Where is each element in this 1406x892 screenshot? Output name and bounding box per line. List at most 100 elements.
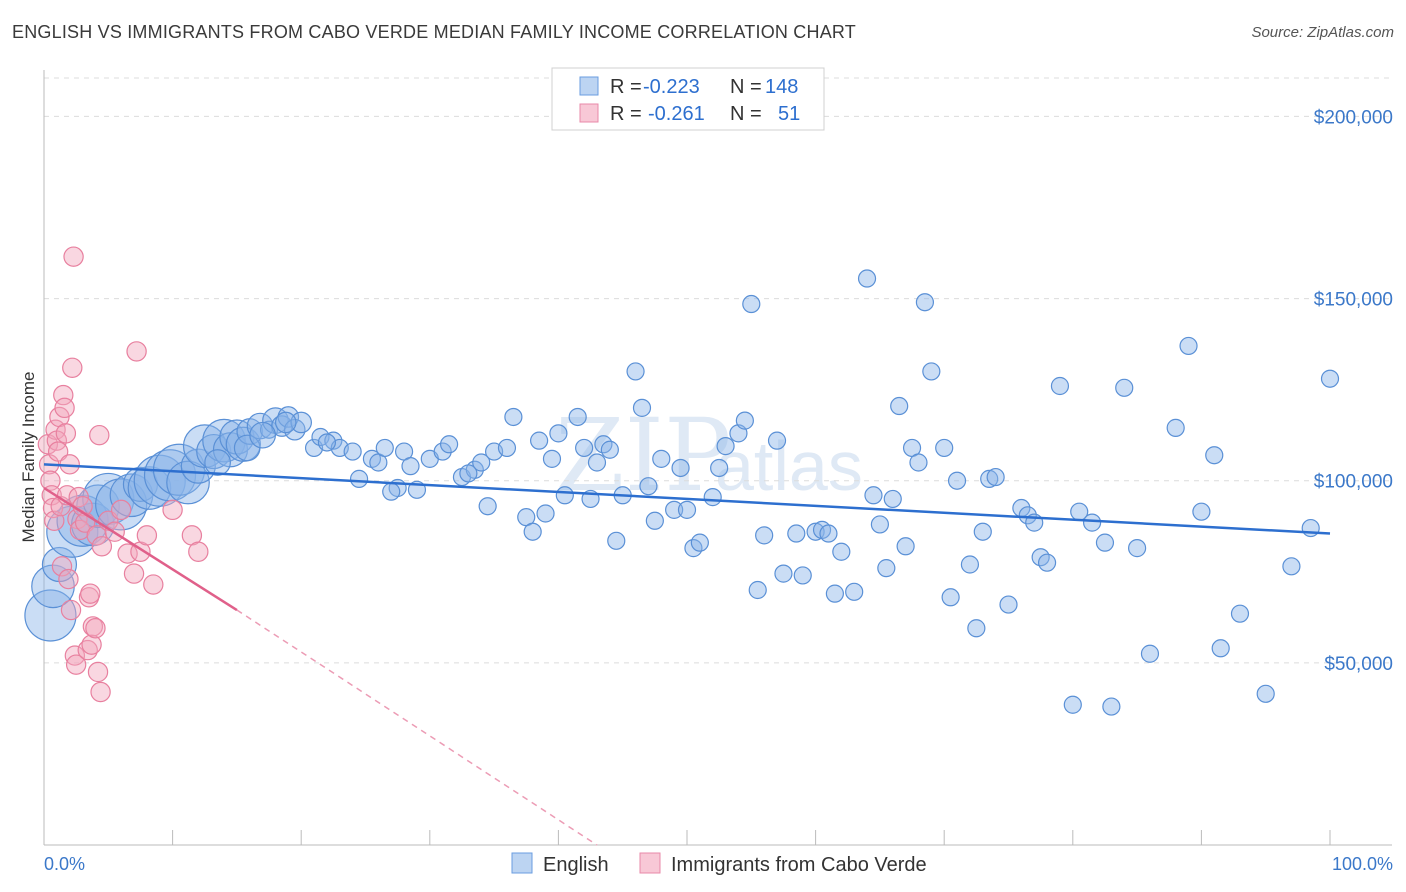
english-point-131	[1179, 336, 1198, 356]
trend-line-english	[43, 463, 1331, 535]
english-point-142	[249, 421, 276, 449]
english-point-135	[1230, 604, 1250, 623]
legend-swatch-cabo-verde	[579, 103, 599, 123]
english-point-84	[748, 580, 767, 600]
legend-r-label-english: R =	[610, 76, 642, 98]
english-point-108	[941, 588, 960, 607]
english-point-96	[857, 269, 877, 288]
english-point-57	[536, 504, 555, 523]
bottom-legend-swatch-cabo-verde	[639, 852, 661, 874]
english-point-137	[1282, 557, 1301, 576]
english-point-39	[375, 438, 394, 458]
cabo-verde-point-44	[126, 341, 147, 362]
english-point-94	[832, 542, 851, 561]
cabo-verde-point-37	[90, 681, 111, 703]
english-point-127	[1115, 378, 1134, 397]
x-ticks	[43, 830, 1331, 845]
cabo-verde-point-41	[110, 499, 132, 521]
english-point-85	[755, 526, 774, 545]
english-point-138	[1320, 369, 1340, 388]
english-point-146	[459, 464, 478, 483]
english-point-71	[645, 511, 664, 530]
english-point-36	[349, 469, 369, 488]
english-point-144	[317, 433, 337, 452]
english-point-97	[864, 486, 883, 505]
cabo-verde-point-2	[40, 470, 61, 491]
english-point-105	[915, 293, 935, 312]
legend-r-label-cabo-verde: R =	[610, 103, 642, 125]
legend-top: R = -0.223 N = 148 R = -0.261 N = 51	[551, 67, 825, 131]
english-point-60	[555, 486, 574, 505]
chart-source: Source: ZipAtlas.com	[1251, 24, 1394, 41]
trend-line-cabo-verde-extrapolated	[236, 609, 598, 846]
english-point-121	[1050, 376, 1070, 396]
english-point-62	[575, 438, 594, 458]
legend-bottom: English Immigrants from Cabo Verde	[511, 852, 927, 876]
english-point-24	[246, 412, 274, 440]
english-point-42	[401, 457, 420, 476]
english-point-112	[973, 522, 992, 541]
legend-r-value-cabo-verde: -0.261	[648, 103, 705, 125]
english-point-0	[24, 589, 77, 642]
english-point-8	[95, 478, 148, 531]
cabo-verde-point-20	[63, 246, 84, 267]
english-point-88	[787, 524, 806, 543]
english-point-143	[274, 411, 297, 434]
chart-title: ENGLISH VS IMMIGRANTS FROM CABO VERDE ME…	[12, 22, 856, 42]
english-point-70	[639, 477, 658, 496]
x-tick-label-min: 0.0%	[44, 854, 85, 874]
english-point-130	[1166, 418, 1185, 437]
legend-n-value-english: 148	[765, 76, 798, 98]
english-point-75	[677, 500, 697, 519]
english-point-35	[343, 442, 362, 461]
english-point-73	[665, 500, 684, 519]
english-point-98	[870, 515, 890, 534]
english-point-111	[967, 619, 986, 638]
english-point-136	[1256, 684, 1275, 703]
english-point-77	[690, 533, 709, 552]
english-point-120	[1037, 553, 1057, 572]
cabo-verde-point-38	[91, 536, 113, 557]
english-point-59	[549, 424, 568, 443]
cabo-verde-point-30	[80, 583, 101, 604]
english-point-101	[890, 396, 909, 416]
english-point-124	[1082, 513, 1102, 532]
legend-r-value-english: -0.223	[643, 76, 700, 98]
cabo-verde-point-16	[58, 568, 79, 590]
y-tick-label-200000: $200,000	[1314, 107, 1393, 128]
trend-line-cabo-verde	[43, 486, 238, 612]
cabo-verde-point-31	[81, 634, 102, 655]
english-point-93	[825, 584, 844, 603]
english-point-52	[497, 438, 517, 458]
english-point-99	[877, 559, 896, 578]
axes	[43, 70, 1392, 846]
y-tick-label-50000: $50,000	[1324, 654, 1393, 675]
y-tick-label-150000: $150,000	[1314, 290, 1393, 311]
english-point-106	[922, 362, 941, 381]
english-point-33	[324, 431, 343, 450]
cabo-verde-point-25	[69, 519, 91, 541]
english-point-68	[626, 362, 645, 381]
english-point-102	[896, 537, 915, 556]
grid-lines	[44, 77, 1392, 664]
cabo-verde-point-19	[62, 357, 83, 378]
cabo-verde-point-50	[188, 541, 209, 562]
english-point-87	[774, 564, 793, 583]
english-point-86	[767, 431, 787, 450]
english-point-89	[793, 566, 812, 585]
english-point-78	[703, 488, 722, 507]
english-point-45	[433, 442, 452, 461]
english-point-128	[1127, 539, 1147, 558]
legend-swatch-english	[579, 76, 599, 96]
cabo-verde-point-18	[60, 599, 82, 621]
x-tick-label-max: 100.0%	[1332, 854, 1393, 874]
bottom-legend-label-english: English	[543, 854, 609, 876]
english-point-72	[652, 449, 671, 468]
cabo-verde-point-42	[117, 543, 138, 564]
english-point-56	[530, 431, 549, 450]
english-point-61	[568, 407, 587, 427]
cabo-verde-point-46	[136, 525, 158, 546]
english-point-134	[1211, 639, 1230, 658]
cabo-verde-point-14	[55, 423, 77, 444]
